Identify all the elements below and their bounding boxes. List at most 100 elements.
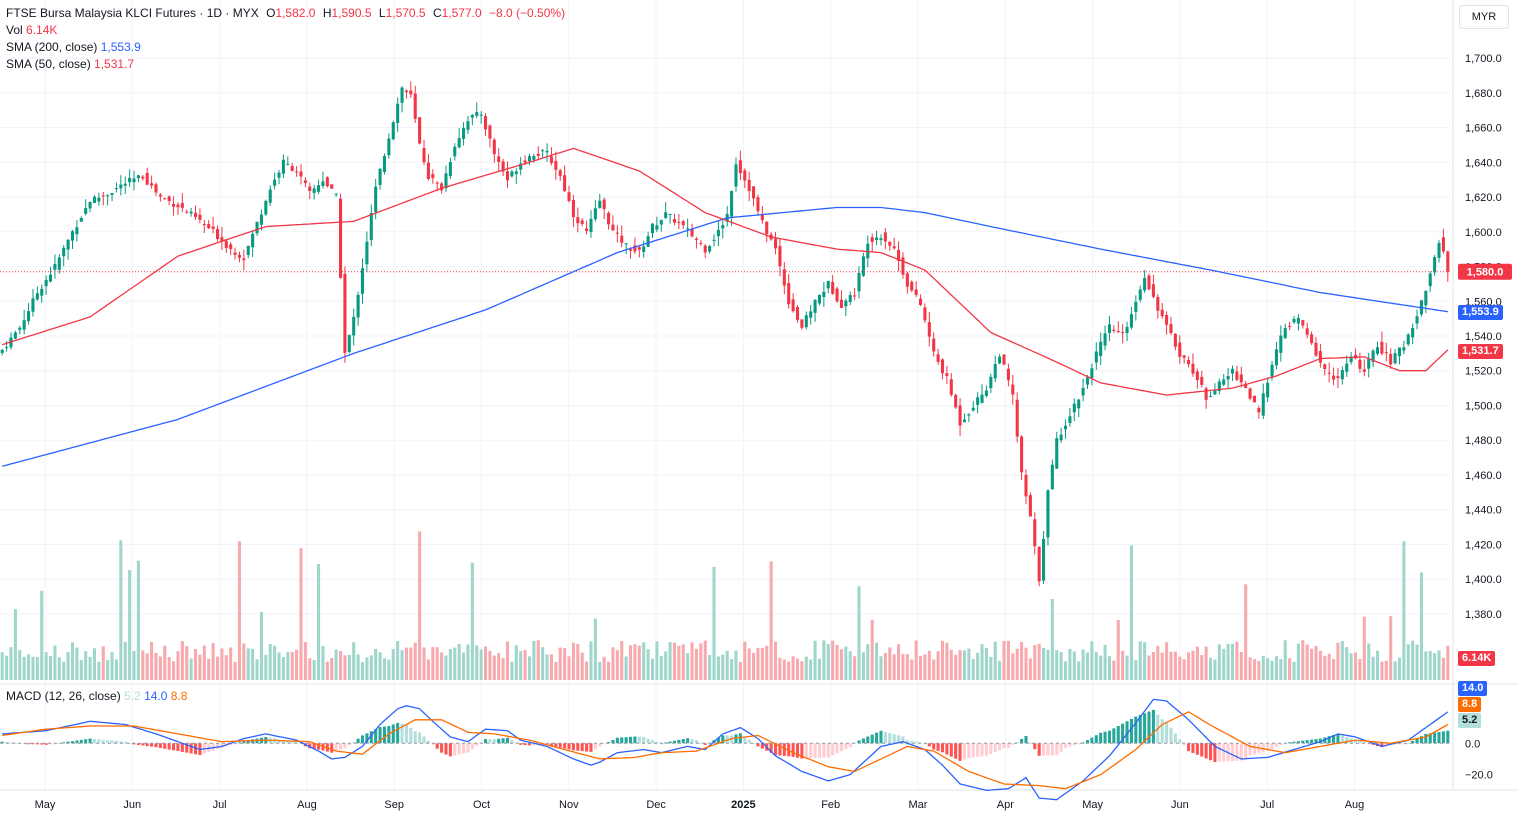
candle-body: [532, 156, 536, 160]
currency-button[interactable]: MYR: [1459, 5, 1509, 29]
volume-bar: [431, 647, 435, 680]
candle-body: [699, 242, 703, 244]
macd-hist-bar: [422, 736, 426, 744]
macd-hist-bar: [589, 743, 593, 752]
macd-hist-bar: [1195, 743, 1199, 755]
time-tick-label: Oct: [473, 799, 490, 811]
last-price-badge-bg: [1458, 263, 1512, 280]
macd-hist-bar: [488, 739, 492, 744]
volume-bar: [1367, 643, 1371, 680]
macd-hist-bar: [668, 741, 672, 744]
macd-hist-bar: [1085, 740, 1090, 744]
candle-body: [1160, 309, 1164, 317]
candle-body: [677, 222, 681, 224]
volume-bar: [1002, 640, 1006, 680]
volume-bar: [699, 643, 703, 680]
macd-hist-bar: [66, 741, 70, 744]
volume-bar: [246, 648, 250, 680]
candle-body: [233, 252, 237, 255]
macd-hist-value: 5.2: [124, 689, 141, 703]
price-tick-label: 1,500.0: [1465, 400, 1502, 412]
sma50-row[interactable]: SMA (50, close) 1,531.7: [6, 56, 565, 73]
sma200-row[interactable]: SMA (200, close) 1,553.9: [6, 39, 565, 56]
candle-body: [1222, 379, 1226, 385]
candle-body: [466, 121, 470, 130]
volume-bar: [782, 659, 786, 680]
volume-bar: [1081, 649, 1085, 680]
candle-body: [70, 231, 75, 241]
candle-body: [1433, 257, 1437, 273]
macd-hist-bar: [655, 741, 659, 744]
macd-hist-bar: [330, 743, 334, 753]
candle-body: [497, 156, 501, 163]
candle-body: [914, 289, 918, 295]
volume-bar: [114, 659, 118, 680]
price-tick-label: 1,520.0: [1465, 366, 1502, 378]
candle-body: [1402, 347, 1406, 351]
macd-hist-bar: [1239, 743, 1243, 761]
volume-bar: [145, 653, 149, 680]
candle-body: [1239, 374, 1243, 383]
symbol-row: FTSE Bursa Malaysia KLCI Futures · 1D · …: [6, 5, 565, 22]
macd-hist-bar: [1134, 716, 1138, 744]
volume-bar: [1178, 656, 1182, 680]
macd-hist-bar: [936, 743, 940, 751]
volume-badge: 6.14K: [1458, 651, 1496, 666]
macd-hist-bar: [585, 743, 589, 752]
macd-hist-bar: [752, 743, 756, 745]
volume-bar: [378, 652, 382, 680]
volume-bar: [1380, 661, 1384, 680]
volume-bar: [708, 655, 712, 680]
volume-bar: [413, 642, 417, 680]
macd-hist-bar: [615, 737, 619, 744]
candle-body: [378, 168, 382, 185]
candle-body: [268, 189, 272, 203]
volume-bar: [918, 655, 923, 680]
volume-bar: [299, 548, 303, 680]
volume-bar: [1411, 640, 1415, 680]
volume-bar: [1134, 660, 1138, 680]
candle-body: [716, 229, 720, 237]
volume-bar: [123, 641, 127, 680]
candle-body: [1230, 368, 1235, 374]
volume-bar: [1217, 644, 1221, 680]
macd-hist-bar: [927, 743, 931, 747]
candle-body: [1090, 368, 1094, 379]
candle-body: [308, 186, 312, 192]
candle-body: [1446, 251, 1450, 272]
volume-bar: [791, 656, 795, 680]
macd-hist-bar: [571, 743, 575, 751]
macd-hist-bar: [1446, 730, 1450, 744]
macd-hist-bar: [27, 743, 31, 745]
macd-hist-bar: [870, 734, 874, 744]
candle-body: [962, 419, 967, 423]
volume-bar: [945, 642, 949, 680]
candle-body: [549, 156, 553, 164]
volume-bar: [932, 659, 936, 680]
time-tick-label: Jun: [1171, 799, 1189, 811]
candle-body: [1094, 351, 1098, 363]
macd-hist-bar: [804, 743, 808, 759]
candle-body: [910, 281, 914, 291]
macd-hist-bar: [954, 743, 958, 759]
candle-body: [1165, 315, 1169, 325]
candle-body: [5, 347, 9, 349]
macd-hist-bar: [1178, 739, 1182, 744]
symbol-title[interactable]: FTSE Bursa Malaysia KLCI Futures · 1D · …: [6, 6, 259, 20]
macd-line: [2, 698, 1449, 801]
volume-bar: [1279, 659, 1283, 680]
macd-hist-bar: [1077, 743, 1081, 745]
macd-hist-bar: [128, 743, 132, 745]
macd-hist-bar: [523, 743, 527, 746]
volume-bar: [1327, 653, 1331, 680]
volume-bar: [255, 659, 259, 680]
volume-row[interactable]: Vol 6.14K: [6, 22, 565, 39]
macd-legend[interactable]: MACD (12, 26, close) 5.2 14.0 8.8: [6, 689, 187, 703]
candle-body: [817, 294, 822, 304]
volume-bar: [532, 640, 536, 680]
candle-body: [897, 249, 901, 262]
candle-body: [1116, 331, 1120, 333]
volume-bar: [101, 646, 105, 680]
candle-body: [31, 298, 35, 312]
